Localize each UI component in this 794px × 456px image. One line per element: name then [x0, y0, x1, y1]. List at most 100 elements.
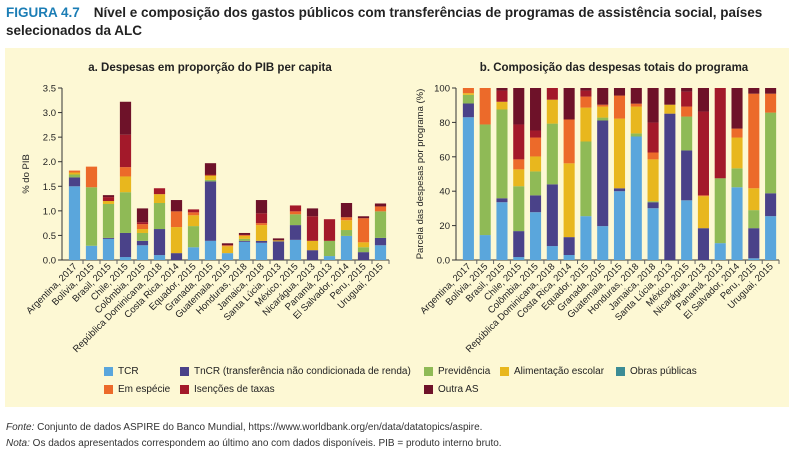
legend-swatch [104, 385, 113, 394]
bar-segment [374, 211, 387, 238]
bar-segment [630, 133, 642, 137]
bar-segment [238, 235, 251, 239]
bar-segment [580, 88, 592, 91]
bar-segment [119, 167, 132, 177]
bar-segment [664, 88, 676, 105]
bar-segment [613, 118, 626, 189]
legend-swatch [424, 367, 433, 376]
bar-segment [765, 93, 777, 113]
bar-segment [102, 238, 115, 260]
y-tick-label: 1.5 [43, 182, 56, 193]
bar-segment [513, 88, 525, 125]
note-label: Nota: [6, 438, 30, 449]
bar-segment [546, 184, 558, 247]
legend-label: Previdência [438, 366, 491, 377]
source-note: Fonte: Conjunto de dados ASPIRE do Banco… [6, 420, 786, 436]
bar-segment [580, 96, 592, 108]
bar-segment [513, 257, 525, 260]
bar-segment [204, 181, 217, 241]
bar-segment [630, 136, 642, 260]
bar-segment [597, 120, 609, 227]
bar-segment [374, 237, 387, 246]
bar-segment [221, 245, 234, 247]
legend-swatch [616, 367, 625, 376]
bar-segment [513, 231, 525, 258]
bar-segment [255, 225, 268, 241]
bar-segment [580, 141, 592, 217]
bar-segment [272, 241, 285, 260]
bar-segment [563, 119, 575, 164]
bar-segment [136, 240, 149, 246]
bar-segment [238, 241, 251, 260]
bar-segment [170, 253, 183, 260]
bar-segment [597, 104, 609, 107]
bar-segment [697, 111, 709, 196]
bar-segment [496, 90, 508, 102]
bar-segment [85, 245, 98, 260]
bar-segment [613, 88, 626, 96]
bar-segment [630, 106, 642, 134]
bar-segment [748, 88, 760, 94]
bar-segment [272, 238, 285, 241]
charts-svg: a. Despesas em proporção do PIB per capi… [21, 62, 780, 355]
bar-segment [765, 193, 777, 217]
bar-segment [765, 112, 777, 194]
bar-segment [340, 202, 353, 218]
bar-segment [613, 188, 626, 192]
bar-segment [357, 216, 370, 219]
bar-segment [136, 224, 149, 230]
y-tick-label: 100 [434, 84, 450, 95]
legend-label: TnCR (transferência não condicionada de … [194, 366, 411, 377]
bar-segment [238, 234, 251, 236]
bar-segment [530, 156, 542, 172]
note-text: Os dados apresentados correspondem ao úl… [29, 438, 502, 449]
bar-segment [272, 240, 285, 242]
bar-segment [289, 225, 302, 240]
bar-segment [647, 88, 659, 123]
bar-segment [664, 113, 676, 261]
bar-segment [68, 174, 81, 178]
bar-segment [613, 95, 626, 119]
bar-segment [204, 179, 217, 182]
bar-segment [530, 130, 542, 138]
bar-segment [136, 208, 149, 223]
bar-segment [119, 101, 132, 135]
bar-segment [714, 178, 726, 244]
bar-segment [496, 202, 508, 260]
bar-segment [102, 195, 115, 198]
legend-swatch [104, 367, 113, 376]
bar-segment [136, 245, 149, 260]
bar-segment [170, 211, 183, 228]
bar-segment [513, 186, 525, 232]
bar-segment [289, 214, 302, 226]
bar-segment [153, 194, 166, 203]
bar-segment [289, 211, 302, 215]
figure-title: FIGURA 4.7 Nível e composição dos gastos … [6, 4, 786, 40]
bar-segment [462, 117, 474, 261]
legend-label: Alimentação escolar [514, 366, 605, 377]
bar-segment [546, 123, 558, 185]
bar-segment [697, 196, 709, 229]
chart-title: a. Despesas em proporção do PIB per capi… [88, 62, 332, 74]
bar-segment [306, 250, 319, 260]
bar-segment [513, 124, 525, 160]
bar-segment [647, 152, 659, 160]
y-tick-label: 60 [439, 152, 450, 163]
bar-segment [731, 137, 743, 169]
legend-label: Isenções de taxas [194, 384, 275, 395]
bar-segment [255, 242, 268, 260]
bar-segment [748, 210, 760, 229]
bar-segment [647, 208, 659, 260]
bar-segment [255, 223, 268, 226]
legend-item: Obras públicas [616, 366, 697, 377]
source-label: Fonte: [6, 422, 35, 433]
bar-segment [496, 109, 508, 199]
legend-item: Previdência [424, 366, 490, 377]
bar-segment [530, 171, 542, 196]
bar-segment [664, 104, 676, 114]
bar-segment [513, 169, 525, 187]
y-tick-label: 1.0 [43, 206, 56, 217]
bar-segment [546, 88, 558, 100]
chart-title: b. Composição das despesas totais do pro… [480, 62, 749, 74]
bar-segment [479, 235, 491, 260]
